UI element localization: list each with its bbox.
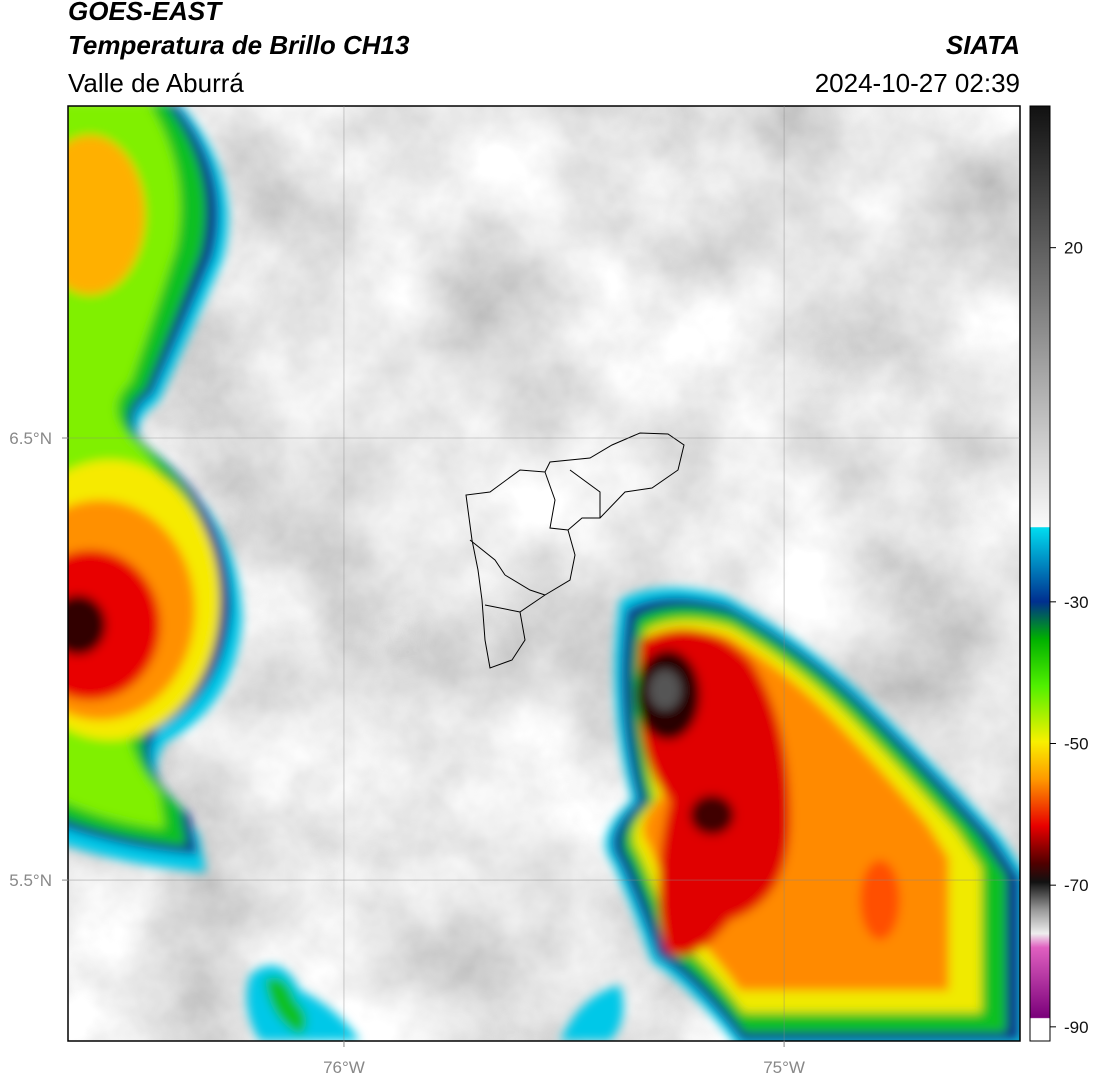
colorbar-tick-label: -30 [1064,593,1089,612]
x-tick-label: 76°W [323,1058,365,1077]
colorbar-tick-label: -70 [1064,876,1089,895]
colorbar-tick-label: -90 [1064,1018,1089,1037]
y-tick-label: 5.5°N [9,871,52,890]
satellite: GOES-EAST [68,0,223,26]
map-image [68,106,1020,1041]
x-tick-label: 75°W [763,1058,805,1077]
colorbar-tick-label: -50 [1064,735,1089,754]
map-frame [67,105,1021,1042]
colorbar-tick-label: 20 [1064,239,1083,258]
colorbar [1029,105,1051,1042]
boundary [465,432,685,669]
datetime: 2024-10-27 02:39 [815,68,1020,98]
region: Valle de Aburrá [68,68,244,98]
source: SIATA [946,30,1020,60]
product: Temperatura de Brillo CH13 [68,30,410,60]
y-tick-label: 6.5°N [9,429,52,448]
